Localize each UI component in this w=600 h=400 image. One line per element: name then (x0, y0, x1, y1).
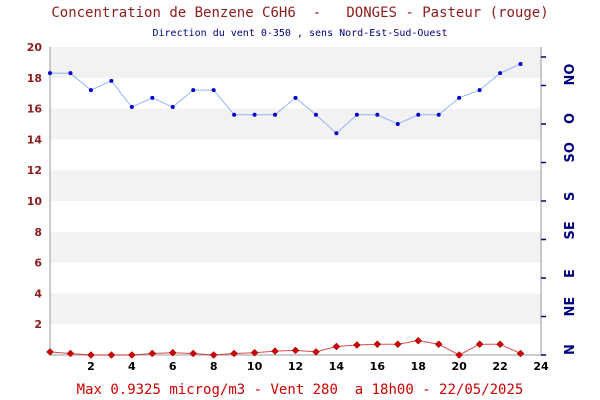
chart-footer: Max 0.9325 microg/m3 - Vent 280 a 18h00 … (76, 382, 524, 398)
data-point (46, 348, 54, 356)
data-point (496, 340, 504, 349)
data-point (127, 351, 136, 359)
y-tick-label: 18 (27, 72, 42, 85)
data-point (414, 336, 423, 345)
background-bands (50, 47, 541, 355)
y-tick-label: 14 (27, 133, 43, 146)
x-tick-label: 20 (452, 360, 468, 373)
background-band (50, 170, 541, 201)
x-tick-label: 6 (169, 360, 177, 373)
data-point (457, 95, 462, 100)
y-axis-ticks: 2 4 6 8 10 12 14 16 18 20 (27, 41, 43, 331)
data-point (312, 348, 320, 356)
background-band (50, 108, 541, 140)
data-point (334, 131, 339, 136)
y-tick-label: 4 (34, 287, 42, 300)
background-band (50, 201, 541, 232)
data-point (211, 88, 216, 93)
y-tick-label: 12 (27, 164, 42, 177)
data-point (129, 105, 134, 110)
data-point (48, 71, 52, 76)
background-band (50, 231, 541, 263)
data-point (353, 341, 361, 349)
y-tick-label: 20 (27, 41, 43, 54)
x-tick-label: 14 (329, 360, 345, 373)
x-tick-label: 18 (411, 360, 426, 373)
data-point (191, 88, 196, 93)
direction-label: S (563, 192, 578, 201)
data-point (170, 105, 175, 110)
x-tick-label: 2 (87, 360, 95, 373)
x-tick-label: 22 (492, 360, 507, 373)
y-tick-label: 16 (27, 103, 43, 116)
x-tick-label: 8 (210, 360, 218, 373)
x-tick-label: 24 (533, 360, 549, 373)
data-point (250, 348, 259, 357)
direction-label: NO (563, 64, 578, 86)
data-point (332, 342, 341, 351)
data-point (88, 88, 93, 93)
y-tick-label: 8 (34, 226, 42, 239)
data-point (271, 347, 279, 356)
data-point (252, 112, 257, 117)
x-tick-label: 4 (128, 360, 136, 373)
x-tick-label: 10 (247, 360, 263, 373)
data-point (373, 340, 382, 349)
data-point (68, 71, 73, 76)
data-point (475, 340, 484, 349)
data-point (273, 112, 278, 117)
data-point (395, 122, 400, 126)
direction-label: E (563, 269, 578, 278)
y-tick-label: 6 (34, 257, 42, 270)
data-point (393, 340, 402, 349)
data-point (354, 112, 359, 117)
background-band (50, 262, 541, 294)
chart-series (46, 61, 525, 359)
direction-axis: N NE E SE S SO O NO (541, 56, 578, 356)
chart-title: Concentration de Benzene C6H6 - DONGES -… (51, 5, 549, 21)
background-band (50, 139, 541, 171)
chart-subtitle: Direction du vent 0-350 , sens Nord-Est-… (152, 28, 448, 39)
data-point (209, 351, 218, 359)
data-point (66, 349, 75, 358)
x-tick-label: 16 (370, 360, 386, 373)
data-point (150, 95, 155, 100)
data-point (375, 112, 380, 117)
background-band (50, 293, 541, 325)
data-point (148, 349, 157, 358)
data-point (232, 112, 237, 117)
data-point (87, 351, 95, 359)
data-point (518, 61, 523, 66)
background-band (50, 77, 541, 109)
data-point (107, 351, 116, 359)
data-point (455, 351, 464, 359)
data-point (168, 348, 177, 357)
background-band (50, 47, 541, 78)
data-point (434, 340, 443, 349)
direction-label: N (563, 344, 578, 355)
y-tick-label: 10 (27, 195, 43, 208)
series-line (50, 63, 521, 134)
data-point (230, 349, 238, 358)
data-point (291, 346, 300, 355)
direction-label: SO (563, 142, 578, 162)
data-point (313, 112, 318, 117)
direction-label: NE (563, 297, 578, 317)
x-tick-label: 12 (288, 360, 303, 373)
data-point (416, 112, 421, 117)
direction-label: O (563, 113, 578, 124)
data-point (477, 88, 482, 93)
data-point (498, 71, 503, 76)
data-point (293, 95, 298, 100)
y-tick-label: 2 (34, 318, 42, 331)
x-axis-ticks: 2 4 6 8 10 12 14 16 18 20 22 24 (87, 360, 549, 373)
data-point (189, 349, 198, 358)
data-point (109, 78, 114, 83)
data-point (516, 349, 525, 358)
direction-label: SE (563, 221, 578, 239)
data-point (436, 112, 441, 117)
